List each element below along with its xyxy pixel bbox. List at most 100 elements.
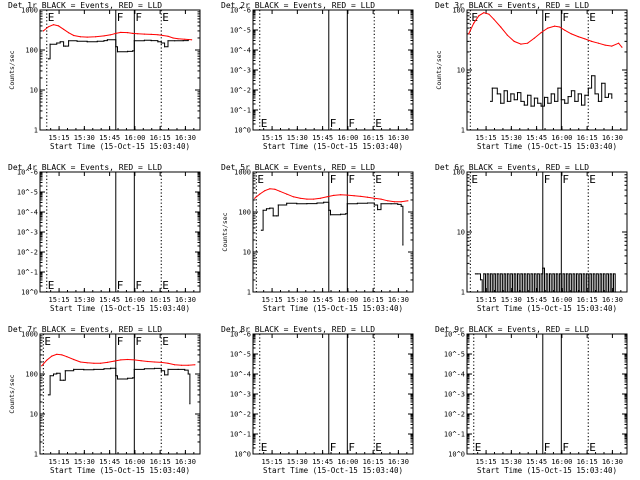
lld-point <box>167 362 169 364</box>
x-tick-label: 15:45 <box>312 296 333 304</box>
events-point <box>86 41 88 43</box>
x-tick-label: 15:30 <box>501 296 522 304</box>
marker-label-e: E <box>261 117 268 130</box>
lld-point <box>353 195 355 197</box>
x-tick-label: 15:30 <box>74 296 95 304</box>
events-point <box>177 368 179 370</box>
events-point <box>286 202 288 204</box>
events-point <box>604 291 606 293</box>
events-series-line <box>261 201 404 245</box>
events-point <box>63 379 65 381</box>
events-point <box>277 204 279 206</box>
events-point <box>323 201 325 203</box>
x-tick-label: 16:30 <box>175 296 196 304</box>
y-tick-label: 10^-5 <box>17 189 38 197</box>
lld-point <box>520 43 522 45</box>
x-tick-label: 16:15 <box>577 134 598 142</box>
events-point <box>607 291 610 293</box>
y-tick-label: 10 <box>30 411 38 419</box>
y-tick-label: 10^-4 <box>230 47 251 55</box>
panel-2: Det 2r BLACK = Events, RED = LLD E F F E 10^0… <box>221 1 414 151</box>
events-point <box>528 291 530 293</box>
lld-point <box>184 38 186 40</box>
events-point <box>601 291 603 293</box>
events-point <box>390 203 392 205</box>
lld-series-line <box>43 24 192 41</box>
marker-label-f: F <box>544 173 551 186</box>
events-point <box>523 104 525 106</box>
events-point <box>316 202 318 204</box>
panel-title: Det 9r BLACK = Events, RED = LLD <box>435 325 589 334</box>
lld-point <box>177 38 179 40</box>
events-point <box>587 87 589 89</box>
marker-label-f: F <box>348 173 355 186</box>
events-point <box>516 92 519 94</box>
y-tick-label: 1 <box>34 127 38 135</box>
lld-point <box>46 359 48 361</box>
lld-point <box>506 34 508 36</box>
lld-point <box>313 198 315 200</box>
lld-point <box>340 194 342 196</box>
events-point <box>493 273 495 275</box>
lld-point <box>264 190 266 192</box>
y-axis-label: Counts/sec <box>221 212 229 251</box>
events-point <box>96 40 98 42</box>
lld-point <box>93 362 95 364</box>
x-tick-label: 15:30 <box>74 134 95 142</box>
events-point <box>533 273 536 275</box>
lld-point <box>360 195 362 197</box>
lld-point <box>73 34 75 37</box>
events-point <box>110 367 112 369</box>
events-point <box>167 368 169 370</box>
x-tick-label: 15:15 <box>476 458 497 466</box>
events-point <box>506 273 508 275</box>
marker-label-e: E <box>375 441 382 454</box>
events-point <box>484 291 487 293</box>
marker-label-f: F <box>330 173 337 186</box>
x-tick-label: 15:30 <box>287 458 308 466</box>
x-tick-label: 16:00 <box>124 134 145 142</box>
events-point <box>153 367 156 369</box>
marker-label-f: F <box>330 441 337 454</box>
lld-point <box>95 36 97 38</box>
events-point <box>483 273 485 275</box>
lld-point <box>540 31 542 34</box>
y-tick-label: 10^-2 <box>444 411 465 419</box>
events-point <box>346 203 348 205</box>
events-point <box>557 291 559 293</box>
events-point <box>187 39 189 41</box>
lld-point <box>554 25 556 27</box>
plot-frame <box>252 171 414 293</box>
y-tick-label: 100 <box>452 169 465 177</box>
events-point <box>614 291 616 293</box>
events-point <box>606 273 608 275</box>
x-tick-label: 16:00 <box>337 458 358 466</box>
lld-point <box>584 38 586 40</box>
x-tick-label: 16:15 <box>363 134 384 142</box>
events-point <box>503 273 505 275</box>
y-tick-label: 10^-3 <box>230 391 251 399</box>
events-point <box>260 229 262 231</box>
events-point <box>83 369 85 371</box>
x-tick-label: 16:30 <box>602 458 623 466</box>
events-point <box>548 273 551 275</box>
lld-point <box>157 34 159 36</box>
events-point <box>592 273 594 275</box>
marker-label-e: E <box>471 173 478 186</box>
x-tick-label: 16:00 <box>551 458 572 466</box>
panel-title: Det 2r BLACK = Events, RED = LLD <box>221 1 375 10</box>
y-tick-label: 100 <box>25 47 38 55</box>
y-axis-label: Counts/sec <box>8 50 16 89</box>
y-tick-label: 10^-1 <box>230 107 251 115</box>
x-tick-label: 15:30 <box>501 458 522 466</box>
events-point <box>127 377 129 379</box>
y-tick-label: 10 <box>30 87 38 95</box>
y-tick-label: 10^-1 <box>444 431 465 439</box>
x-tick-label: 15:45 <box>312 134 333 142</box>
events-point <box>476 273 478 275</box>
y-tick-label: 10^-2 <box>230 411 251 419</box>
events-point <box>565 273 568 275</box>
events-point <box>402 244 404 246</box>
y-tick-label: 10^-4 <box>17 209 38 217</box>
events-point <box>591 75 593 77</box>
